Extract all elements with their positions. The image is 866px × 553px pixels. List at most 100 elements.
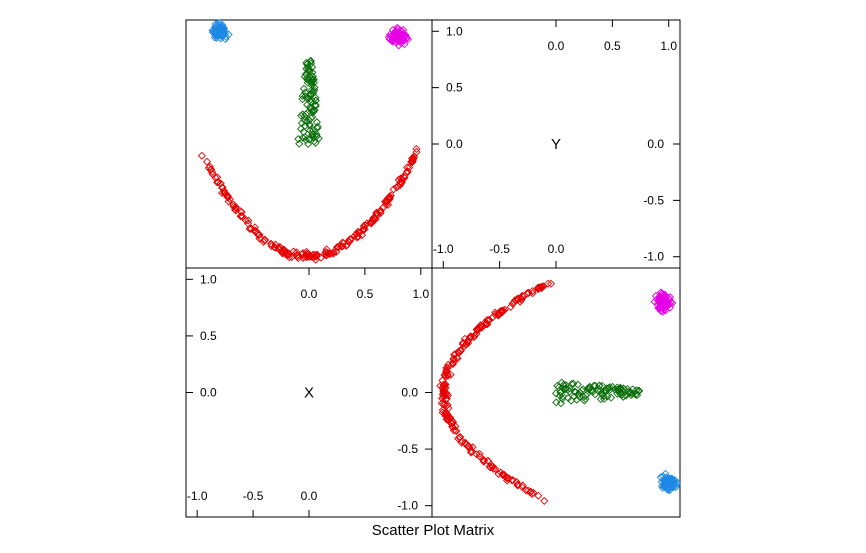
tick-label-right: -1.0 <box>643 250 664 264</box>
point-xy <box>302 93 311 102</box>
tick-label-top: 1.0 <box>660 39 677 53</box>
point-xy <box>205 162 214 171</box>
point-xy <box>285 250 294 259</box>
point-yx <box>544 279 553 288</box>
point-xy <box>304 94 313 103</box>
point-xy <box>237 212 246 221</box>
tick-label-left: 0.5 <box>446 81 463 95</box>
point-yx <box>553 381 562 390</box>
point-xy <box>223 191 232 200</box>
chart-title: Scatter Plot Matrix <box>371 522 495 539</box>
point-yx <box>524 288 533 297</box>
point-yx <box>580 396 589 405</box>
point-yx <box>479 457 488 466</box>
point-yx <box>538 282 547 291</box>
point-xy <box>311 100 320 109</box>
point-yx <box>657 477 666 486</box>
point-yx <box>552 398 561 407</box>
point-xy <box>294 135 303 144</box>
point-xy <box>207 165 216 174</box>
point-xy <box>368 215 377 224</box>
point-xy <box>412 147 421 156</box>
point-yx <box>556 399 565 408</box>
point-yx <box>443 370 452 379</box>
point-yx <box>528 287 537 296</box>
point-yx <box>627 388 636 397</box>
point-yx <box>591 381 600 390</box>
point-xy <box>396 178 405 187</box>
point-yx <box>534 491 543 500</box>
point-xy <box>306 95 315 104</box>
point-xy <box>236 212 245 221</box>
point-xy <box>231 202 240 212</box>
point-yx <box>467 448 476 457</box>
point-yx <box>563 385 573 394</box>
point-xy <box>389 36 398 45</box>
point-xy <box>392 35 401 44</box>
point-xy <box>225 195 234 204</box>
tick-label-top: 1.0 <box>412 287 429 301</box>
point-yx <box>510 296 519 305</box>
point-xy <box>244 216 253 225</box>
point-yx <box>449 426 458 435</box>
point-yx <box>569 379 578 388</box>
point-xy <box>313 122 322 131</box>
point-yx <box>457 438 466 447</box>
point-yx <box>669 483 678 492</box>
point-xy <box>294 254 303 263</box>
point-yx <box>461 439 470 448</box>
point-yx <box>667 478 677 487</box>
point-yx <box>594 386 603 395</box>
point-xy <box>401 31 410 40</box>
point-xy <box>360 225 369 234</box>
tick-label-left: 0.0 <box>200 386 217 400</box>
point-xy <box>359 222 368 231</box>
point-yx <box>575 388 584 397</box>
point-yx <box>596 395 605 404</box>
point-xy <box>305 251 314 260</box>
point-xy <box>321 248 330 257</box>
point-xy <box>245 224 254 233</box>
point-yx <box>448 358 457 367</box>
point-yx <box>619 392 628 401</box>
point-yx <box>540 496 549 505</box>
point-yx <box>480 318 489 327</box>
point-yx <box>483 320 492 329</box>
point-yx <box>656 473 665 482</box>
point-yx <box>546 279 556 288</box>
point-xy <box>211 24 220 33</box>
point-yx <box>518 292 527 301</box>
point-xy <box>392 183 401 192</box>
point-xy <box>313 124 322 133</box>
point-yx <box>488 313 497 322</box>
point-xy <box>412 144 421 154</box>
point-yx <box>506 302 515 311</box>
point-xy <box>297 119 306 128</box>
point-xy <box>409 153 418 162</box>
point-yx <box>443 410 452 419</box>
point-yx <box>451 426 460 435</box>
point-xy <box>224 197 233 206</box>
point-yx <box>653 300 662 309</box>
point-xy <box>298 133 307 142</box>
point-yx <box>454 347 463 356</box>
point-yx <box>442 363 451 372</box>
point-yx <box>628 389 637 398</box>
point-yx <box>558 394 567 403</box>
point-xy <box>213 178 222 187</box>
point-xy <box>271 240 280 249</box>
tick-label-bottom: 0.0 <box>301 489 318 503</box>
point-xy <box>304 139 313 149</box>
point-yx <box>466 332 475 341</box>
point-xy <box>211 22 220 31</box>
point-xy <box>237 208 246 217</box>
point-xy <box>216 34 225 43</box>
point-yx <box>475 449 484 458</box>
point-xy <box>293 251 302 260</box>
point-yx <box>503 473 512 482</box>
point-yx <box>604 383 613 392</box>
point-xy <box>372 208 381 217</box>
point-xy <box>367 219 376 228</box>
point-xy <box>301 133 310 142</box>
point-xy <box>214 178 223 187</box>
